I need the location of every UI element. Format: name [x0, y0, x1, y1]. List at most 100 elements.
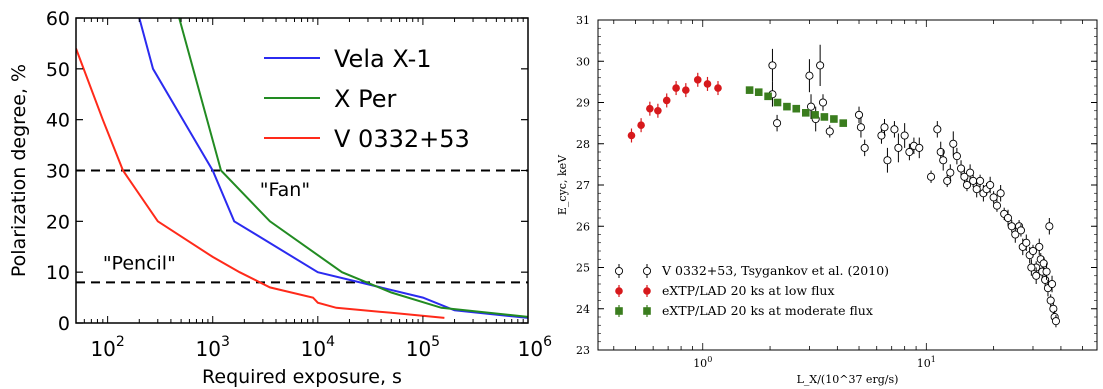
x-tick-label: 102: [90, 334, 124, 361]
data-point-observed: [1016, 226, 1025, 235]
data-point-observed: [933, 125, 942, 134]
data-point-moderate-flux: [801, 109, 810, 117]
x-tick-label-base: 10: [518, 337, 543, 361]
y-tick-label: 28: [576, 138, 590, 151]
data-point-low-flux: [637, 121, 645, 129]
y-tick-label: 31: [576, 14, 590, 27]
data-point-moderate-flux: [783, 102, 791, 111]
data-point-moderate-flux: [754, 88, 763, 96]
data-point-observed: [966, 168, 975, 177]
data-point-observed: [905, 147, 914, 157]
x-tick-label-base: 10: [406, 337, 431, 361]
data-point-observed: [825, 127, 834, 136]
data-point-observed: [989, 193, 998, 202]
x-tick-label-base: 10: [196, 337, 221, 361]
data-point-moderate-flux: [773, 98, 782, 107]
legend-label: eXTP/LAD 20 ks at low flux: [662, 283, 835, 298]
data-point-observed: [949, 139, 958, 148]
x-tick-label-exp: 4: [326, 334, 335, 350]
x-tick-label: 104: [301, 334, 335, 361]
legend-marker: [642, 266, 652, 276]
data-point-observed: [1003, 213, 1013, 223]
series-line: [76, 48, 445, 319]
series-line: [178, 18, 528, 318]
x-tick-label: 106: [518, 334, 552, 361]
data-point-observed: [818, 98, 828, 107]
y-tick-label: 27: [576, 179, 590, 192]
x-tick-label-exp: 3: [221, 334, 230, 350]
x-tick-label: 103: [196, 334, 230, 361]
data-point-low-flux: [714, 84, 722, 92]
data-point-moderate-flux: [811, 111, 819, 119]
data-point-moderate-flux: [792, 104, 801, 113]
data-point-observed: [1035, 242, 1044, 251]
data-point-observed: [936, 147, 945, 157]
y-tick-label: 29: [576, 97, 590, 110]
data-point-observed: [1049, 304, 1058, 313]
data-point-moderate-flux: [830, 115, 838, 123]
data-point-observed: [1007, 222, 1016, 231]
data-point-low-flux: [646, 104, 654, 113]
data-point-observed: [1039, 259, 1048, 268]
data-point-low-flux: [654, 106, 662, 115]
data-point-observed: [1032, 271, 1041, 280]
data-point-observed: [960, 172, 969, 181]
legend-label: Vela X-1: [334, 45, 432, 73]
legend: V 0332+53, Tsygankov et al. (2010) eXTP/L…: [614, 263, 889, 318]
data-point-observed: [880, 123, 889, 132]
data-point-observed: [943, 176, 952, 185]
data-point-observed: [915, 143, 924, 152]
data-point-observed: [996, 189, 1005, 198]
y-tick-label: 30: [46, 161, 70, 183]
data-point-observed: [969, 176, 978, 185]
data-point-observed: [1022, 238, 1031, 247]
y-tick-label: 50: [46, 59, 70, 81]
x-tick-label-base: 10: [90, 337, 115, 361]
y-tick-label: 0: [58, 313, 70, 335]
data-point-observed: [856, 123, 865, 132]
legend-marker: [643, 307, 651, 315]
data-point-observed: [806, 102, 816, 111]
x-tick-label: 101: [917, 355, 936, 370]
y-tick-label: 23: [576, 344, 590, 357]
x-axis-label: Required exposure, s: [202, 366, 402, 388]
data-point-observed: [986, 180, 995, 190]
reference-label: "Pencil": [103, 253, 176, 275]
data-point-low-flux: [662, 96, 671, 105]
data-point-observed: [1042, 267, 1051, 276]
data-point-observed: [860, 143, 869, 152]
data-point-observed: [816, 61, 825, 70]
x-axis-label: L_X/(10^37 erg/s): [797, 373, 899, 386]
legend-label: X Per: [334, 85, 396, 113]
data-point-observed: [883, 156, 892, 165]
x-tick-label: 100: [693, 355, 712, 370]
y-tick-label: 30: [576, 55, 590, 68]
x-tick-label-exp: 6: [543, 334, 552, 350]
data-point-observed: [972, 185, 981, 194]
data-point-observed: [854, 110, 864, 119]
data-point-observed: [1051, 317, 1060, 326]
legend-marker: [643, 287, 651, 295]
y-axis-label: Polarization degree, %: [8, 64, 30, 277]
data-point-observed: [1046, 296, 1055, 305]
legend-label: V 0332+53, Tsygankov et al. (2010): [661, 263, 889, 278]
data-point-moderate-flux: [839, 119, 848, 127]
y-tick-label: 26: [576, 220, 590, 233]
data-point-observed: [1028, 246, 1038, 256]
data-point-low-flux: [703, 80, 712, 88]
data-point-observed: [976, 176, 985, 185]
data-point-low-flux: [672, 84, 680, 92]
data-point-observed: [773, 119, 782, 128]
data-point-observed: [1027, 263, 1036, 272]
data-point-moderate-flux: [820, 113, 829, 121]
legend-marker: [615, 307, 623, 315]
legend: Vela X-1 X Per V 0332+53: [264, 45, 470, 153]
data-point-observed: [1047, 279, 1057, 289]
data-point-observed: [768, 61, 777, 70]
y-tick-label: 40: [46, 110, 70, 132]
x-tick-label-base: 10: [693, 357, 707, 370]
x-tick-label-exp: 0: [707, 355, 712, 364]
data-point-observed: [946, 168, 955, 177]
